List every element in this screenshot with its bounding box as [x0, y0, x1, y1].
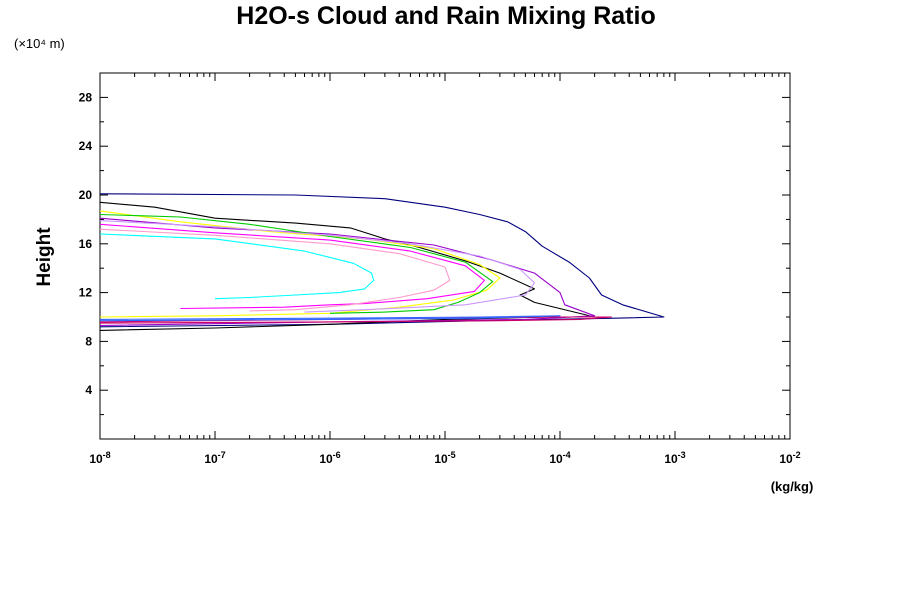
series-line [99, 210, 501, 318]
x-tick-label: 10-4 [549, 450, 570, 466]
series-line [99, 217, 596, 327]
y-tick-label: 20 [79, 188, 93, 202]
series-line [99, 201, 596, 331]
y-tick-label: 24 [79, 139, 93, 153]
y-axis-label: Height [34, 227, 55, 287]
y-axis-unit: (×10⁴ m) [14, 36, 65, 51]
series-group [99, 193, 665, 331]
chart-title: H2O-s Cloud and Rain Mixing Ratio [236, 2, 655, 30]
series-line [99, 213, 494, 314]
x-axis-unit: (kg/kg) [771, 479, 814, 494]
series-line [99, 228, 451, 312]
series-line [99, 233, 375, 300]
x-tick-label: 10-5 [434, 450, 455, 466]
y-tick-label: 8 [85, 334, 92, 348]
series-line [99, 220, 536, 313]
plot-frame [99, 72, 791, 440]
x-tick-label: 10-6 [319, 450, 340, 466]
y-tick-label: 4 [85, 383, 92, 397]
x-tick-label: 10-7 [204, 450, 225, 466]
y-tick-label: 16 [79, 237, 93, 251]
y-tick-label: 12 [79, 286, 93, 300]
y-tick-label: 28 [79, 90, 93, 104]
series-line [99, 223, 485, 310]
axis-ticks: 10-8 10-7 10-6 10-5 10-4 10-3 10-2 4 8 12 16 20 24 28 [79, 73, 801, 466]
series-line [99, 193, 665, 328]
x-tick-label: 10-2 [779, 450, 800, 466]
series-line [99, 315, 561, 322]
x-tick-label: 10-3 [664, 450, 685, 466]
x-tick-label: 10-8 [89, 450, 110, 466]
